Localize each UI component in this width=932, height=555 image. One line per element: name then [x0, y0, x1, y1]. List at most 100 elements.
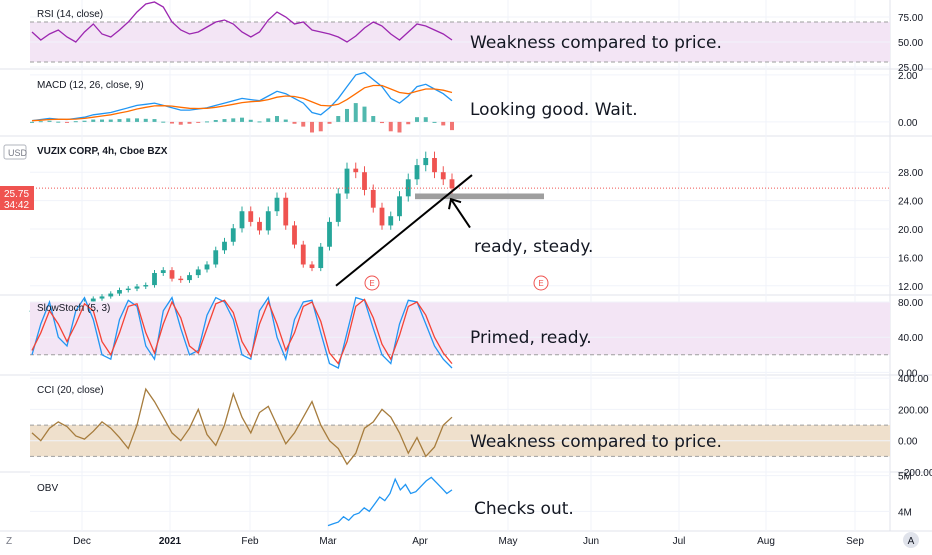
time-axis-label: Dec: [73, 536, 91, 547]
candle-body: [178, 278, 184, 281]
timezone-button: Z: [6, 536, 12, 547]
time-axis-label: Apr: [412, 536, 428, 547]
currency-badge: [3, 144, 27, 160]
annotation-text: Weakness compared to price.: [470, 33, 722, 53]
macd-histogram-bar: [441, 121, 446, 126]
y-tick-label: 0.00: [898, 118, 918, 129]
annotation-arrow: [450, 198, 471, 229]
macd-histogram-bar: [73, 121, 78, 123]
candle-body: [318, 246, 324, 269]
candle-body: [160, 270, 166, 273]
macd-histogram-bar: [362, 106, 367, 122]
y-tick-label: 12.00: [898, 282, 923, 293]
macd-histogram-bar: [336, 116, 341, 122]
macd-histogram-bar: [100, 119, 104, 122]
candle-body: [423, 158, 429, 166]
macd-histogram-bar: [266, 118, 271, 122]
annotation-text: ready, steady.: [474, 237, 593, 257]
macd-histogram-bar: [432, 121, 437, 123]
macd-histogram-bar: [345, 108, 349, 122]
currency-label: USD: [8, 148, 28, 158]
candle-body: [213, 250, 219, 265]
price-badge-value: 25.75: [4, 189, 29, 200]
y-tick-label: 0.00: [898, 368, 918, 379]
candle-body: [335, 193, 341, 222]
y-tick-label: 50.00: [898, 38, 923, 49]
macd-histogram-bar: [143, 118, 148, 122]
candle-body: [265, 211, 271, 231]
candle-body: [117, 290, 122, 294]
candle-body: [204, 264, 210, 270]
stoch-band: [30, 302, 890, 355]
macd-histogram-bar: [231, 118, 236, 122]
macd-histogram-bar: [91, 119, 96, 122]
candle-body: [370, 189, 376, 208]
macd-histogram-bar: [283, 119, 288, 122]
macd-line: [31, 71, 453, 122]
symbol-title: VUZIX CORP, 4h, Cboe BZX: [37, 146, 168, 157]
support-zone: [415, 193, 544, 200]
macd-histogram-bar: [380, 121, 384, 124]
y-tick-label: 25.00: [898, 63, 923, 74]
cci-line: [31, 387, 453, 466]
y-tick-label: 2.00: [898, 71, 918, 82]
macd-histogram-bar: [170, 121, 174, 124]
trendline: [335, 174, 473, 287]
candle-body: [283, 197, 289, 226]
candle-body: [300, 244, 306, 265]
macd-histogram-bar: [213, 120, 218, 122]
candle-body: [327, 221, 332, 247]
time-axis-label: 2021: [159, 536, 182, 547]
macd-histogram-bar: [187, 121, 192, 124]
y-tick-label: 75.00: [898, 13, 923, 24]
candle-body: [222, 241, 227, 251]
macd-histogram-bar: [415, 117, 419, 122]
earnings-marker-label: E: [369, 279, 374, 288]
macd-histogram-bar: [117, 119, 122, 122]
y-tick-label: 200.00: [898, 405, 929, 416]
candle-body: [108, 293, 114, 297]
macd-histogram-bar: [126, 118, 131, 122]
earnings-marker-label: E: [538, 279, 543, 288]
time-axis-label: Feb: [241, 536, 259, 547]
macd-line: [31, 84, 453, 122]
candle-body: [90, 298, 96, 302]
candle-body: [230, 228, 236, 242]
macd-histogram-bar: [205, 121, 209, 123]
y-tick-label: 4M: [898, 507, 912, 518]
candle-body: [397, 196, 402, 217]
candle-body: [353, 168, 359, 173]
macd-histogram-bar: [178, 121, 183, 125]
candle-body: [239, 211, 245, 229]
candle-body: [449, 179, 455, 189]
earnings-marker: [364, 275, 380, 291]
candle-body: [432, 158, 437, 173]
auto-scale-label: A: [908, 536, 915, 547]
candle-body: [125, 288, 131, 291]
macd-histogram-bar: [47, 120, 52, 122]
y-tick-label: −200.00: [898, 468, 932, 479]
macd-histogram-bar: [450, 121, 454, 131]
annotation-arrowhead: [448, 197, 462, 210]
panel-title: MACD (12, 26, close, 9): [37, 80, 144, 91]
macd-histogram-bar: [56, 121, 61, 123]
annotation-text: Looking good. Wait.: [470, 100, 638, 120]
annotation-text: Weakness compared to price.: [470, 432, 722, 452]
macd-histogram-bar: [353, 103, 358, 122]
stoch-line: [31, 295, 453, 369]
candle-body: [248, 211, 254, 222]
time-axis-label: May: [499, 536, 518, 547]
y-tick-label: 16.00: [898, 253, 923, 264]
y-tick-label: 20.00: [898, 225, 923, 236]
time-axis-label: Aug: [757, 536, 775, 547]
candle-body: [309, 264, 315, 269]
time-axis-label: Sep: [846, 536, 864, 547]
candle-body: [362, 172, 367, 190]
macd-histogram-bar: [82, 120, 87, 122]
macd-histogram-bar: [240, 117, 244, 122]
price-badge: [0, 186, 34, 210]
macd-histogram-bar: [38, 121, 43, 123]
annotation-text: Checks out.: [474, 499, 574, 519]
